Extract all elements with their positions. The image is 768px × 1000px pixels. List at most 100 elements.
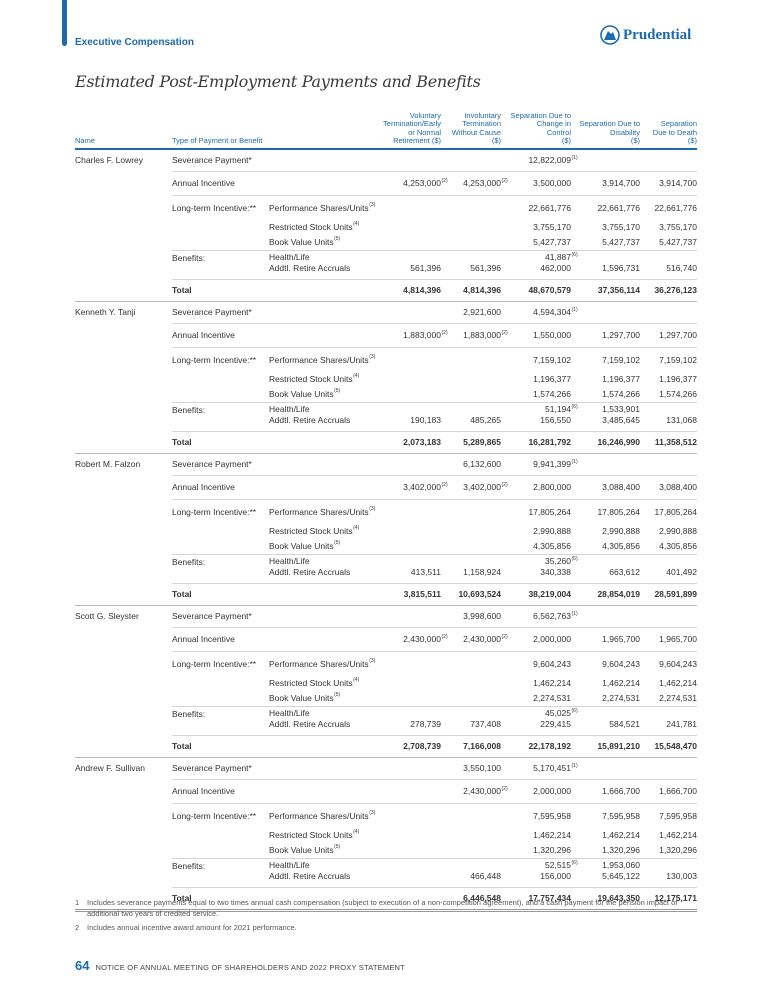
executive-block: Andrew F. Sullivan Severance Payment* 3,55… bbox=[75, 758, 697, 912]
value-cell: 48,670,579 bbox=[528, 285, 571, 295]
value-cell: 462,000 bbox=[540, 263, 571, 273]
executive-name: Scott G. Sleyster bbox=[75, 611, 139, 621]
value: 1,297,700 bbox=[659, 330, 697, 340]
value-cell: 401,492 bbox=[666, 567, 697, 577]
value-cell: 7,595,958 bbox=[659, 811, 697, 821]
col-header-line: Due to Death bbox=[652, 127, 697, 137]
label-text: Restricted Stock Units bbox=[269, 830, 353, 840]
col-header-line: Change in bbox=[536, 119, 571, 129]
value-cell: 2,708,739 bbox=[403, 741, 441, 751]
row-label-perf: Performance Shares/Units(3) bbox=[269, 810, 375, 821]
row-long-term-incentive: Long-term Incentive:** Performance Shares… bbox=[172, 652, 697, 707]
value-cell: 1,574,266 bbox=[659, 389, 697, 399]
value-cell: 7,159,102 bbox=[659, 355, 697, 365]
row-benefits: Benefits: Health/Life 41,887 (6) Addtl. Reti… bbox=[172, 251, 697, 280]
row-label-total: Total bbox=[172, 285, 192, 295]
value-cell: 1,965,700 bbox=[659, 634, 697, 644]
value: 5,645,122 bbox=[602, 871, 640, 881]
value-cell: 131,068 bbox=[666, 415, 697, 425]
prudential-logo: Prudential bbox=[600, 25, 691, 45]
value: 15,891,210 bbox=[597, 741, 640, 751]
value: 9,604,243 bbox=[533, 659, 571, 669]
label-text: Benefits: bbox=[172, 557, 206, 567]
value-cell: 3,485,645 bbox=[602, 415, 640, 425]
value: 1,462,214 bbox=[602, 678, 640, 688]
label-text: Long-term Incentive:** bbox=[172, 203, 257, 213]
footnote-ref: (2) bbox=[501, 482, 508, 488]
value: 3,998,600 bbox=[463, 611, 501, 621]
value: 3,088,400 bbox=[602, 482, 640, 492]
value: 1,196,377 bbox=[533, 374, 571, 384]
value: 6,562,763 bbox=[533, 611, 571, 621]
value-cell: 190,183 bbox=[410, 415, 441, 425]
row-label-accruals: Addtl. Retire Accruals bbox=[269, 263, 350, 273]
label-text: Addtl. Retire Accruals bbox=[269, 415, 351, 425]
value-cell: 16,246,990 bbox=[597, 437, 640, 447]
value: 5,427,737 bbox=[659, 237, 697, 247]
label-text: Severance Payment* bbox=[172, 611, 252, 621]
value: 3,402,000 bbox=[463, 482, 501, 492]
label-text: Annual Incentive bbox=[172, 482, 235, 492]
executive-block: Robert M. Falzon Severance Payment* 6,132,… bbox=[75, 454, 697, 606]
value: 3,815,511 bbox=[403, 589, 441, 599]
col-header-4: Separation Due to Disability ($) bbox=[570, 120, 640, 146]
row-total: Total 4,814,396 4,814,396 48,670,579 37,356,… bbox=[172, 280, 697, 301]
col-header-5: Separation Due to Death ($) bbox=[637, 120, 697, 146]
value: 4,814,396 bbox=[403, 285, 441, 295]
value: 5,289,865 bbox=[463, 437, 501, 447]
value-cell: 2,990,888 bbox=[659, 526, 697, 536]
col-header-line: Separation Due to bbox=[579, 119, 640, 129]
col-header-line: ($) bbox=[561, 136, 571, 146]
row-label-severance: Severance Payment* bbox=[172, 155, 252, 165]
footnote-ref: (3) bbox=[369, 506, 376, 512]
label-text: Performance Shares/Units bbox=[269, 355, 369, 365]
row-annual-incentive: Annual Incentive 4,253,000 (2) 4,253,000 (2)… bbox=[172, 172, 697, 196]
label-text: Health/Life bbox=[269, 860, 310, 870]
row-annual-incentive: Annual Incentive 2,430,000 (2) 2,430,000 (2)… bbox=[172, 628, 697, 652]
value: 485,265 bbox=[470, 415, 501, 425]
value-cell: 1,320,296 bbox=[533, 845, 571, 855]
value: 22,661,776 bbox=[597, 203, 640, 213]
value: 9,941,399 bbox=[533, 459, 571, 469]
value-cell: 1,320,296 bbox=[602, 845, 640, 855]
value: 401,492 bbox=[666, 567, 697, 577]
label-text: Annual Incentive bbox=[172, 634, 235, 644]
value: 1,158,924 bbox=[463, 567, 501, 577]
footnote-ref: (2) bbox=[501, 330, 508, 336]
value: 561,396 bbox=[470, 263, 501, 273]
row-label-rsu: Restricted Stock Units(4) bbox=[269, 677, 359, 688]
footnotes: 1 Includes severance payments equal to tw… bbox=[75, 897, 695, 936]
label-text: Annual Incentive bbox=[172, 786, 235, 796]
value: 2,990,888 bbox=[533, 526, 571, 536]
value: 7,595,958 bbox=[659, 811, 697, 821]
footnote-ref: (1) bbox=[571, 459, 578, 465]
row-label-total: Total bbox=[172, 589, 192, 599]
row-label-benefits: Benefits: bbox=[172, 557, 205, 567]
value: 3,755,170 bbox=[659, 222, 697, 232]
value: 1,297,700 bbox=[602, 330, 640, 340]
footnote-ref: (1) bbox=[571, 763, 578, 769]
value-cell: 3,914,700 bbox=[602, 178, 640, 188]
label-text: Restricted Stock Units bbox=[269, 526, 353, 536]
col-header-line: Involuntary bbox=[464, 110, 501, 120]
value: 413,511 bbox=[410, 567, 441, 577]
value-cell: 3,914,700 bbox=[659, 178, 697, 188]
value: 36,276,123 bbox=[654, 285, 697, 295]
value-cell: 22,661,776 bbox=[654, 203, 697, 213]
value-cell: 4,253,000 (2) bbox=[463, 178, 507, 188]
value: 1,574,266 bbox=[533, 389, 571, 399]
value-cell: 3,755,170 bbox=[533, 222, 571, 232]
footnote-text: Includes severance payments equal to two… bbox=[87, 898, 678, 918]
footnote-ref: (5) bbox=[334, 388, 341, 394]
label-text: Long-term Incentive:** bbox=[172, 659, 257, 669]
value: 4,814,396 bbox=[463, 285, 501, 295]
row-total: Total 2,073,183 5,289,865 16,281,792 16,246,… bbox=[172, 432, 697, 453]
value: 3,088,400 bbox=[659, 482, 697, 492]
value-cell: 9,604,243 bbox=[602, 659, 640, 669]
value-cell: 2,000,000 bbox=[533, 786, 571, 796]
footnote-ref: (3) bbox=[369, 354, 376, 360]
value-cell: 11,358,512 bbox=[655, 437, 697, 447]
row-label-bvu: Book Value Units(5) bbox=[269, 844, 340, 855]
footnote-ref: (5) bbox=[334, 692, 341, 698]
row-severance: Severance Payment* 3,998,600 6,562,763 (1) bbox=[172, 606, 697, 628]
